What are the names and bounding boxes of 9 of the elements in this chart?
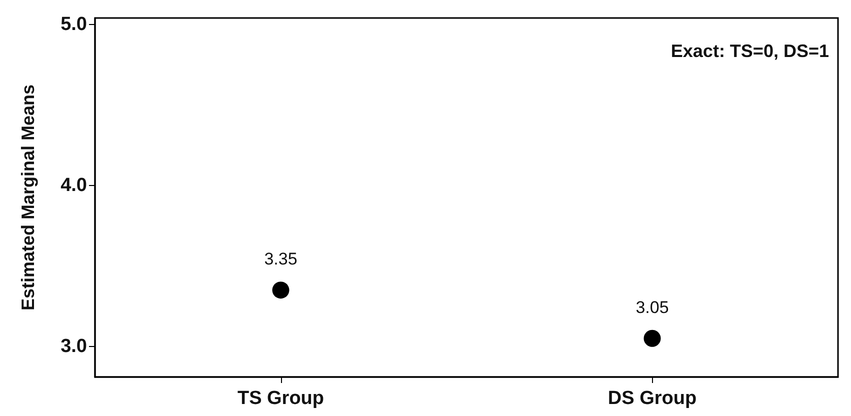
data-label: 3.05 <box>636 298 669 317</box>
annotation: Exact: TS=0, DS=1 <box>670 41 829 61</box>
x-tick-label: DS Group <box>608 388 697 409</box>
x-tick-label: TS Group <box>237 388 324 409</box>
data-label: 3.35 <box>264 250 298 269</box>
y-axis-title: Estimated Marginal Means <box>18 84 38 311</box>
y-tick-label: 4.0 <box>60 174 87 196</box>
y-tick-label: 3.0 <box>60 336 87 357</box>
y-tick-label: 5.0 <box>60 14 87 35</box>
